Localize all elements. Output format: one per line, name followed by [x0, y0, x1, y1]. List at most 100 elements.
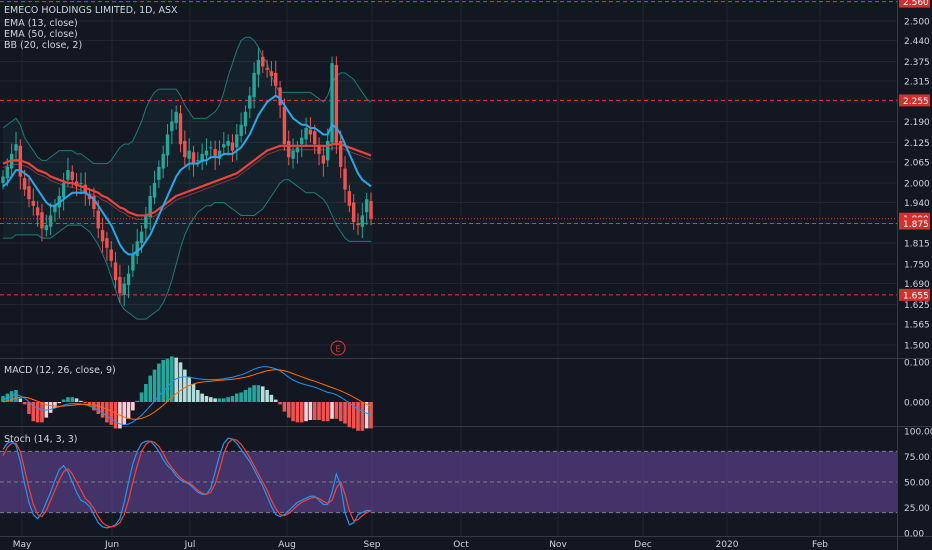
- macd-histogram-bar: [35, 402, 40, 423]
- stoch-tick-label: 25.00: [904, 504, 930, 514]
- macd-histogram-bar: [321, 402, 326, 422]
- ema50-line: [2, 143, 372, 217]
- candle-body: [226, 140, 230, 146]
- candle-body: [265, 68, 269, 70]
- macd-histogram-bar: [109, 402, 114, 425]
- candle-body: [364, 199, 369, 213]
- ema-lines: [2, 94, 372, 256]
- candle-body: [135, 241, 139, 256]
- macd-histogram-bar: [360, 402, 365, 431]
- macd-histogram-bar: [286, 402, 291, 418]
- candle-body: [291, 150, 295, 159]
- time-tick-label: 2020: [716, 540, 739, 550]
- price-tick-label: 2.000: [904, 180, 930, 190]
- time-tick-label: Nov: [549, 540, 567, 550]
- macd-histogram-bar: [196, 390, 200, 402]
- time-tick-label: Oct: [453, 540, 469, 550]
- ema13-legend[interactable]: EMA (13, close): [4, 18, 78, 29]
- event-marker-label: E: [335, 345, 340, 354]
- price-label-box: [899, 94, 930, 107]
- candle-body: [239, 124, 243, 137]
- macd-tick-label: 0.100: [904, 359, 930, 369]
- time-axis: May Jun Jul Aug Sep Oct Nov Dec 2020 Feb: [13, 540, 829, 550]
- candle-body: [351, 202, 356, 222]
- macd-histogram-bar: [308, 402, 313, 420]
- macd-histogram-bar: [48, 402, 53, 413]
- candle-body: [313, 131, 317, 145]
- macd-legend[interactable]: MACD (12, 26, close, 9): [4, 365, 116, 376]
- macd-histogram-bar: [144, 384, 148, 402]
- candle-body: [157, 166, 161, 180]
- macd-histogram-bar: [222, 398, 226, 402]
- macd-histogram-bar: [135, 400, 140, 402]
- candle-body: [343, 168, 347, 190]
- candle-body: [252, 72, 256, 98]
- macd-pane: [1, 356, 373, 431]
- candle-body: [274, 72, 278, 86]
- macd-histogram-bar: [338, 402, 343, 422]
- candle-body: [70, 171, 74, 180]
- price-tick-label: 2.065: [904, 158, 930, 168]
- price-axis: 2.5002.4402.3752.3152.2502.1902.1252.065…: [899, 0, 932, 539]
- macd-histogram-bar: [40, 402, 44, 423]
- macd-histogram-bar: [1, 396, 5, 402]
- macd-histogram-bar: [187, 376, 191, 402]
- macd-histogram-bar: [265, 390, 269, 402]
- candle-body: [170, 121, 174, 132]
- candle-body: [144, 215, 148, 229]
- macd-histogram-bar: [330, 402, 334, 419]
- candle-body: [118, 277, 122, 294]
- macd-histogram-bar: [74, 398, 79, 402]
- macd-histogram-bar: [66, 397, 70, 402]
- macd-histogram-bar: [369, 402, 373, 429]
- bb-legend[interactable]: BB (20, close, 2): [4, 40, 83, 51]
- stoch-legend[interactable]: Stoch (14, 3, 3): [4, 434, 78, 445]
- earnings-event-marker[interactable]: E: [330, 340, 346, 356]
- macd-histogram-bar: [273, 399, 278, 402]
- price-label-text: 1.655: [903, 291, 929, 301]
- macd-histogram-bar: [27, 402, 31, 414]
- macd-histogram-bar: [126, 402, 131, 419]
- candle-body: [317, 145, 321, 154]
- bb-fill: [3, 37, 371, 320]
- macd-line: [2, 366, 372, 426]
- candle-body: [213, 149, 217, 158]
- candle-body: [278, 87, 282, 106]
- candlesticks: [1, 47, 373, 307]
- time-tick-label: Dec: [634, 540, 651, 550]
- candle-body: [44, 225, 48, 231]
- macd-histogram-bar: [148, 375, 152, 402]
- candle-body: [369, 200, 373, 219]
- candle-body: [282, 106, 287, 145]
- price-tick-label: 1.750: [904, 261, 930, 271]
- price-tick-label: 1.625: [904, 301, 930, 311]
- macd-histogram-bar: [312, 402, 317, 420]
- stoch-tick-label: 100.00: [904, 428, 932, 438]
- stoch-k-line: [2, 437, 371, 529]
- macd-histogram-bar: [200, 393, 204, 402]
- macd-histogram-bar: [18, 398, 23, 402]
- bollinger-bands: [2, 36, 372, 320]
- macd-histogram-bar: [31, 402, 36, 422]
- macd-histogram-bar: [282, 402, 287, 412]
- ema50-legend[interactable]: EMA (50, close): [4, 29, 78, 40]
- price-label-text: 2.560: [903, 0, 929, 8]
- candle-body: [217, 150, 222, 159]
- macd-histogram-bar: [161, 360, 165, 402]
- macd-histogram-bar: [243, 390, 248, 402]
- candle-body: [187, 150, 191, 159]
- candle-body: [131, 254, 135, 271]
- candle-body: [66, 170, 70, 180]
- candle-body: [92, 196, 96, 209]
- candle-body: [338, 140, 343, 167]
- candle-body: [122, 283, 126, 295]
- macd-histogram-bar: [57, 402, 62, 404]
- price-tick-label: 2.440: [904, 37, 930, 47]
- candle-body: [300, 137, 304, 145]
- candle-body: [14, 144, 18, 151]
- symbol-title: EMECO HOLDINGS LIMITED, 1D, ASX: [4, 5, 178, 16]
- macd-histogram-bar: [234, 393, 239, 402]
- macd-histogram-bar: [299, 402, 304, 423]
